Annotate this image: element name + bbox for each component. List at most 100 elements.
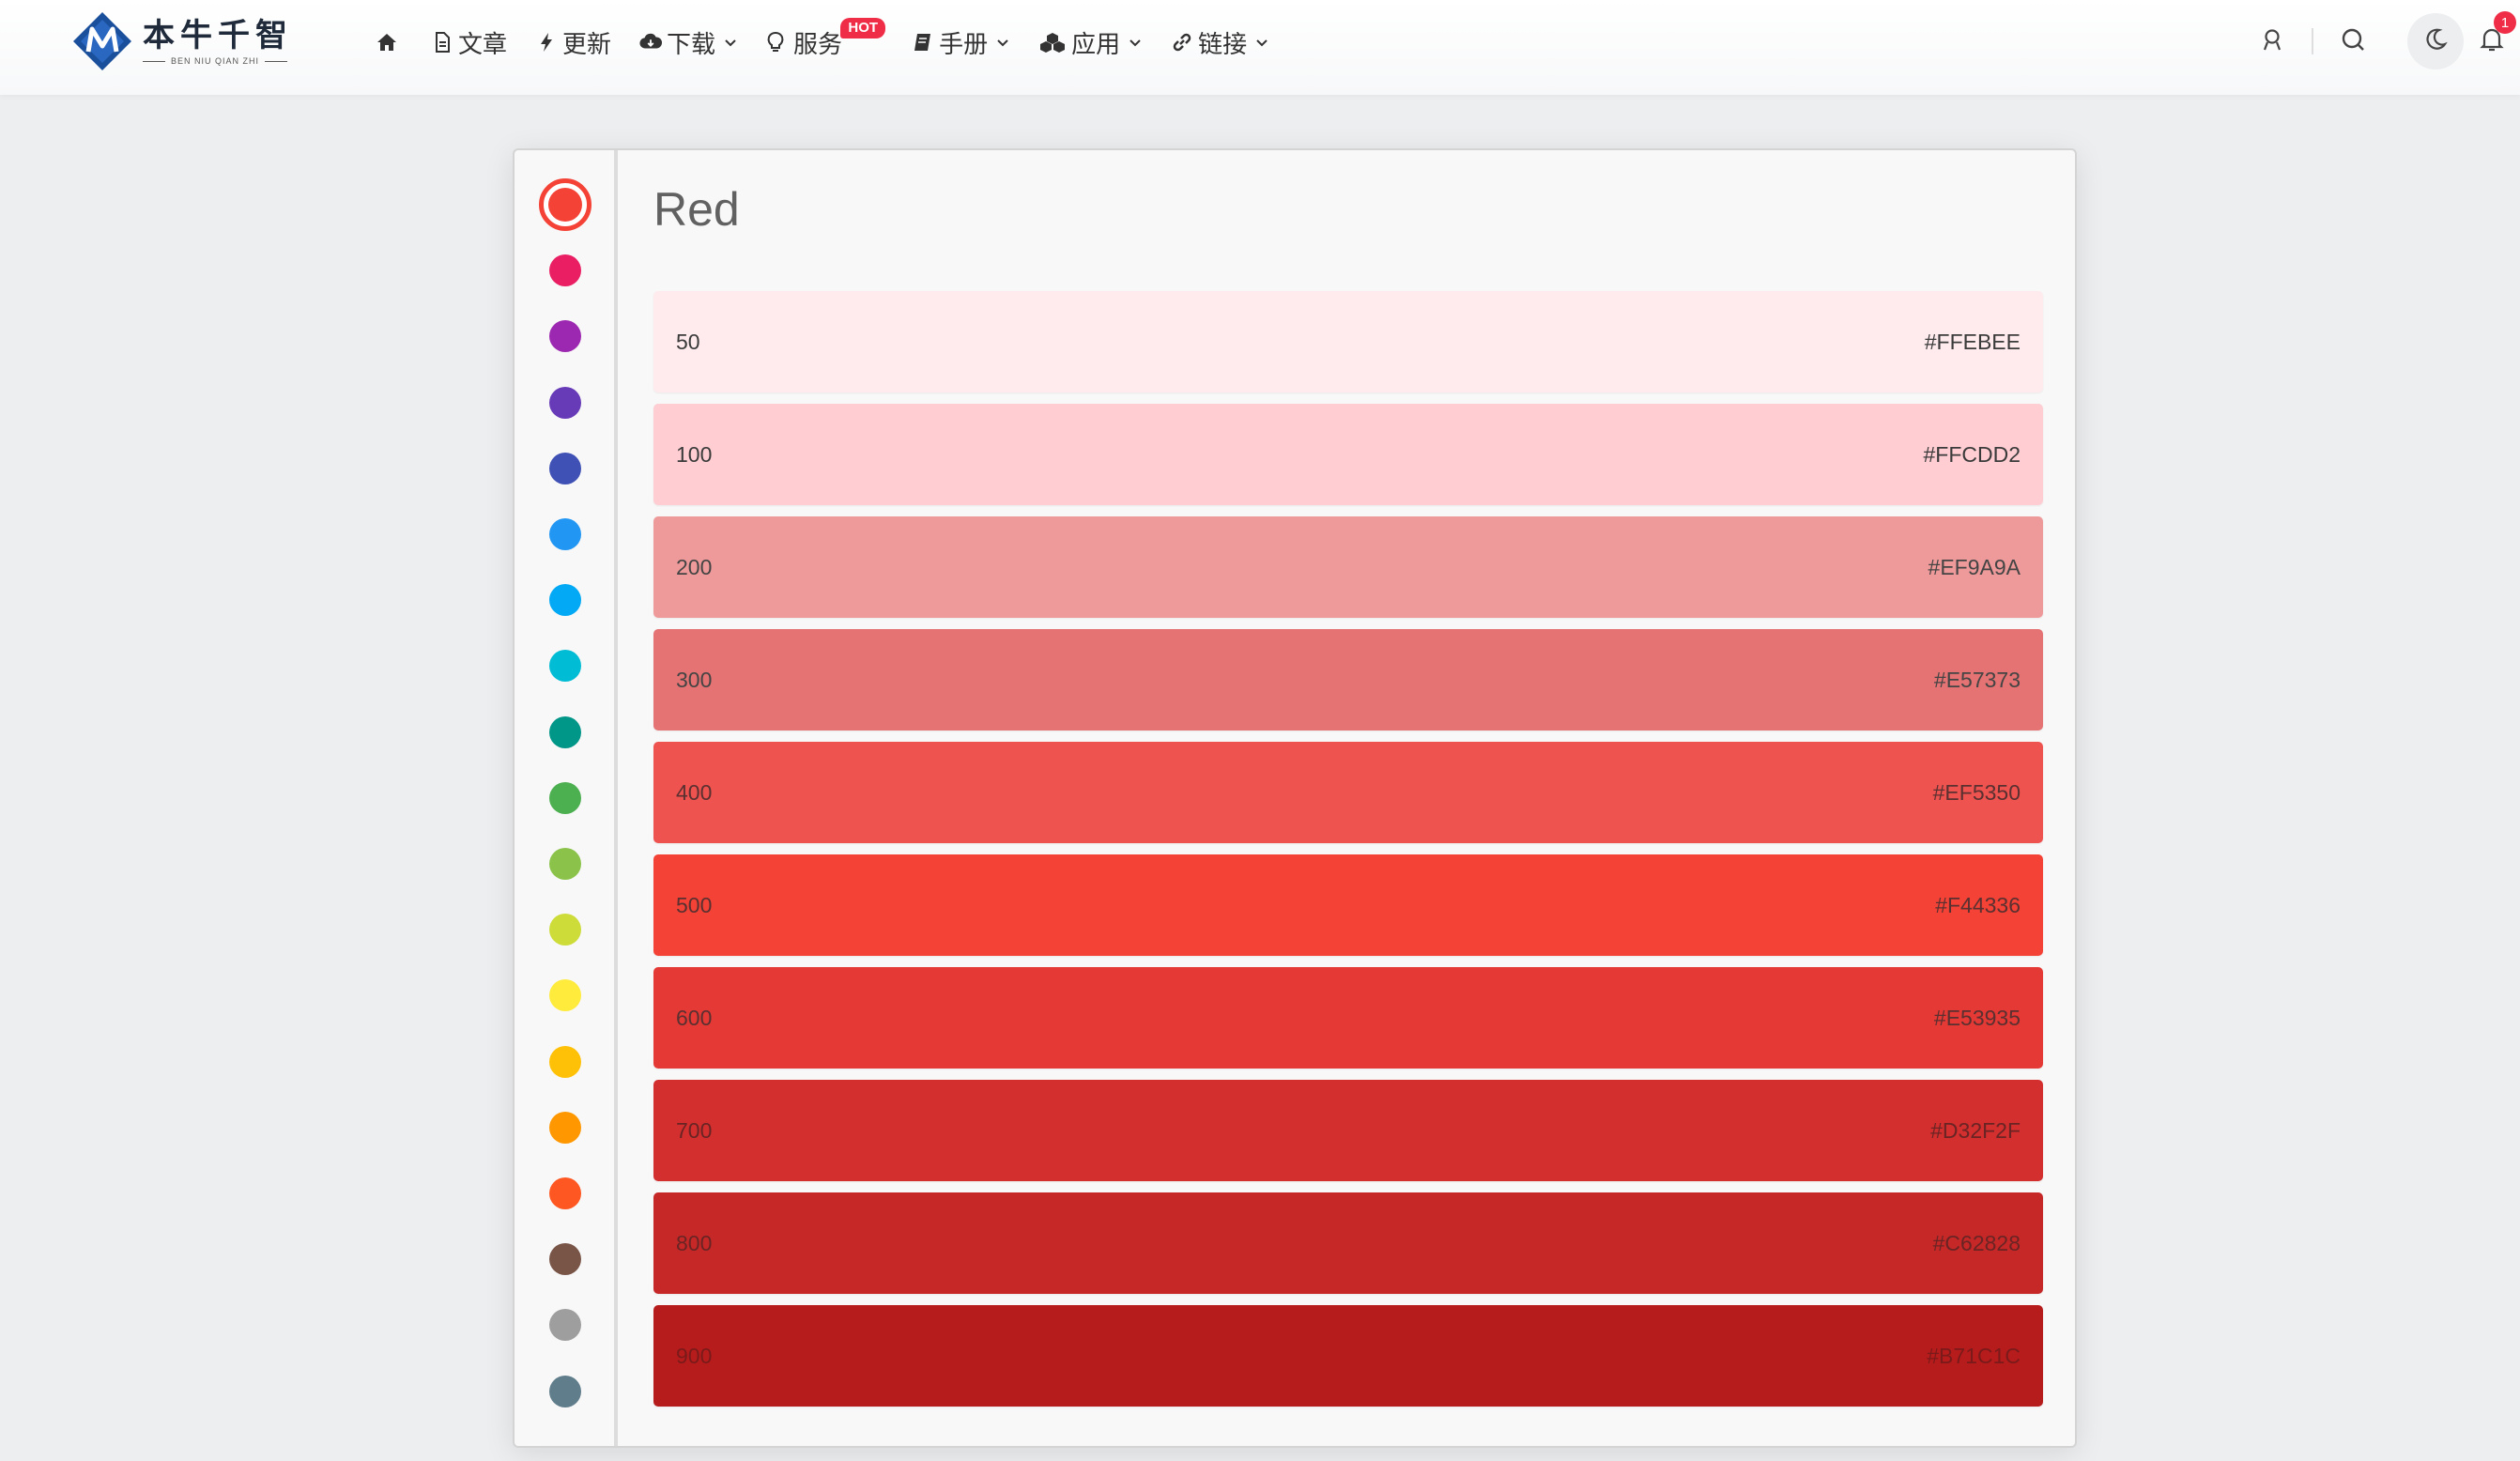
- user-login-button[interactable]: [2244, 13, 2300, 69]
- shade-hex: #B71C1C: [1927, 1343, 2021, 1368]
- nav-label-updates: 更新: [562, 30, 612, 59]
- shade-row[interactable]: 50 #FFEBEE: [653, 291, 2043, 392]
- shade-level: 400: [676, 779, 713, 805]
- shade-level: 600: [676, 1005, 713, 1030]
- shade-level: 300: [676, 667, 713, 692]
- shade-row[interactable]: 200 #EF9A9A: [653, 516, 2043, 618]
- dark-mode-toggle[interactable]: [2407, 13, 2464, 69]
- cubes-icon: [1038, 31, 1067, 54]
- shade-level: 700: [676, 1117, 713, 1143]
- shade-hex: #E53935: [1933, 1005, 2021, 1030]
- search-icon: [2340, 26, 2366, 57]
- moon-icon: [2423, 27, 2448, 56]
- document-icon: [431, 31, 453, 54]
- nav-links[interactable]: 链接: [1171, 25, 1269, 60]
- swatch-amber[interactable]: [549, 1045, 581, 1078]
- shade-hex: #EF5350: [1932, 779, 2021, 805]
- nav-updates[interactable]: 更新: [535, 25, 611, 60]
- palette-swatch-rail: [515, 150, 618, 1446]
- nav-label-articles: 文章: [458, 30, 508, 59]
- shade-row[interactable]: 300 #E57373: [653, 629, 2043, 730]
- nav-home[interactable]: [376, 31, 403, 54]
- swatch-brown[interactable]: [549, 1243, 581, 1276]
- chevron-down-icon: [1128, 35, 1143, 50]
- shade-level: 200: [676, 554, 713, 579]
- swatch-orange[interactable]: [549, 1111, 581, 1144]
- main-nav: 文章 更新 下载 服务 HOT: [376, 17, 1298, 64]
- chevron-down-icon: [1254, 35, 1269, 50]
- shade-hex: #FFEBEE: [1924, 329, 2021, 354]
- user-icon: [2260, 27, 2284, 56]
- shade-level: 50: [676, 329, 700, 354]
- shade-hex: #F44336: [1935, 892, 2021, 917]
- link-icon: [1171, 31, 1193, 54]
- hot-badge: HOT: [840, 17, 886, 38]
- search-button[interactable]: [2325, 13, 2381, 69]
- shade-level: 100: [676, 441, 713, 467]
- bell-icon: [2480, 26, 2504, 57]
- nav-label-services: 服务: [793, 30, 843, 59]
- swatch-deep-purple[interactable]: [549, 386, 581, 419]
- swatch-grey[interactable]: [549, 1309, 581, 1342]
- header-tools: 1: [2244, 11, 2520, 69]
- lightbulb-icon: [766, 31, 789, 54]
- shade-hex: #E57373: [1933, 667, 2021, 692]
- shade-hex: #FFCDD2: [1923, 441, 2021, 467]
- lightning-icon: [535, 31, 558, 54]
- toolbar-divider: [2312, 28, 2313, 54]
- shade-row[interactable]: 700 #D32F2F: [653, 1080, 2043, 1181]
- color-shades-panel: Red 50 #FFEBEE 100 #FFCDD2 200 #EF9A9A 300 #E57…: [653, 150, 2043, 1446]
- nav-label-download: 下载: [667, 30, 716, 59]
- shade-row[interactable]: 900 #B71C1C: [653, 1305, 2043, 1407]
- logo-text-en: BEN NIU QIAN ZHI: [143, 56, 293, 66]
- logo-mark-icon: [71, 10, 133, 72]
- swatch-light-green[interactable]: [549, 848, 581, 880]
- shade-hex: #C62828: [1932, 1230, 2021, 1255]
- chevron-down-icon: [995, 35, 1010, 50]
- chevron-down-icon: [723, 35, 738, 50]
- shade-level: 900: [676, 1343, 713, 1368]
- logo-text-cn: 本牛千智: [143, 17, 293, 54]
- shade-hex: #EF9A9A: [1928, 554, 2021, 579]
- color-palette-card: Red 50 #FFEBEE 100 #FFCDD2 200 #EF9A9A 300 #E57…: [513, 148, 2077, 1448]
- swatch-blue-grey[interactable]: [549, 1375, 581, 1407]
- nav-download[interactable]: 下载: [639, 25, 738, 60]
- notifications-button[interactable]: 1: [2464, 11, 2520, 69]
- shade-row[interactable]: 100 #FFCDD2: [653, 404, 2043, 505]
- shade-level: 500: [676, 892, 713, 917]
- nav-manual[interactable]: 手册: [912, 25, 1010, 60]
- swatch-teal[interactable]: [549, 715, 581, 748]
- nav-label-apps: 应用: [1071, 30, 1121, 59]
- swatch-light-blue[interactable]: [549, 584, 581, 617]
- color-family-title: Red: [653, 183, 740, 236]
- shade-hex: #D32F2F: [1930, 1117, 2021, 1143]
- shade-row[interactable]: 500 #F44336: [653, 854, 2043, 956]
- nav-label-manual: 手册: [939, 30, 989, 59]
- cloud-download-icon: [639, 31, 663, 54]
- book-icon: [912, 31, 934, 54]
- swatch-yellow[interactable]: [549, 979, 581, 1012]
- swatch-dot: [548, 188, 582, 222]
- swatch-purple[interactable]: [549, 320, 581, 353]
- shade-list: 50 #FFEBEE 100 #FFCDD2 200 #EF9A9A 300 #E57373 4…: [653, 291, 2043, 1418]
- swatch-pink[interactable]: [549, 254, 581, 287]
- swatch-deep-orange[interactable]: [549, 1177, 581, 1209]
- shade-row[interactable]: 600 #E53935: [653, 967, 2043, 1069]
- swatch-indigo[interactable]: [549, 452, 581, 484]
- nav-label-links: 链接: [1198, 30, 1248, 59]
- nav-apps[interactable]: 应用: [1038, 25, 1143, 60]
- swatch-red[interactable]: [539, 178, 592, 231]
- home-icon: [376, 31, 398, 54]
- site-logo[interactable]: 本牛千智 BEN NIU QIAN ZHI: [71, 10, 293, 72]
- shade-level: 800: [676, 1230, 713, 1255]
- notification-count-badge: 1: [2494, 11, 2516, 34]
- nav-services[interactable]: 服务 HOT: [766, 17, 886, 60]
- shade-row[interactable]: 800 #C62828: [653, 1192, 2043, 1294]
- swatch-blue[interactable]: [549, 518, 581, 550]
- swatch-green[interactable]: [549, 781, 581, 814]
- top-navbar: 本牛千智 BEN NIU QIAN ZHI 文章 更新: [0, 0, 2520, 95]
- swatch-lime[interactable]: [549, 914, 581, 946]
- shade-row[interactable]: 400 #EF5350: [653, 742, 2043, 843]
- nav-articles[interactable]: 文章: [431, 25, 507, 60]
- swatch-cyan[interactable]: [549, 650, 581, 683]
